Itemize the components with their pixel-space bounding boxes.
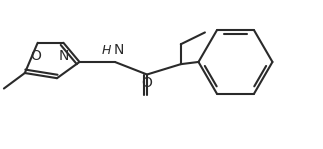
Text: O: O [141,76,152,90]
Text: N: N [114,43,124,57]
Text: O: O [30,49,41,63]
Text: H: H [101,44,111,57]
Text: N: N [58,49,68,63]
